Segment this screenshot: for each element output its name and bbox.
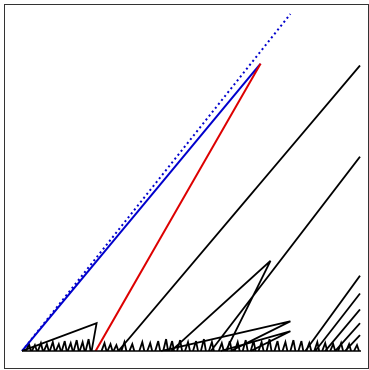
- small-branch-14: [112, 342, 120, 352]
- small-branch-34: [273, 340, 281, 352]
- small-branch-24: [192, 340, 199, 352]
- small-branch-12: [100, 340, 108, 352]
- small-branch-13: [106, 341, 114, 352]
- series-black-14: [220, 330, 291, 352]
- small-branch-37: [297, 340, 305, 352]
- small-branch-20: [162, 338, 169, 352]
- series-black-11: [334, 322, 361, 352]
- series-black-9: [314, 292, 361, 352]
- small-branch-44: [353, 342, 360, 352]
- small-branch-11: [84, 338, 92, 352]
- small-branch-18: [146, 340, 154, 352]
- series-red-3: [94, 63, 262, 352]
- small-branch-32: [257, 338, 265, 352]
- series-black-5: [117, 64, 361, 352]
- small-branch-33: [265, 338, 273, 352]
- small-branch-23: [184, 338, 191, 352]
- small-branch-25: [200, 338, 207, 352]
- small-branch-9: [72, 339, 80, 352]
- small-branch-16: [128, 341, 136, 352]
- small-branch-30: [241, 339, 249, 352]
- series-blue-1: [21, 13, 292, 352]
- series-black-6: [170, 260, 272, 352]
- series-black-13: [160, 320, 291, 352]
- small-branch-2: [31, 342, 38, 352]
- small-branch-5: [48, 338, 56, 352]
- small-branch-8: [66, 340, 74, 352]
- series-black-12: [344, 334, 361, 352]
- small-branch-36: [289, 339, 297, 352]
- small-branch-10: [78, 338, 86, 352]
- small-branch-41: [329, 341, 337, 352]
- small-branch-4: [43, 341, 50, 352]
- series-blue-2: [21, 62, 262, 352]
- plot-frame: [4, 4, 369, 369]
- small-branch-6: [54, 341, 62, 352]
- small-branch-15: [120, 338, 128, 352]
- series-black-4: [21, 321, 98, 352]
- diagram-marks: [21, 13, 361, 352]
- small-branch-27: [217, 340, 225, 352]
- small-branch-35: [281, 338, 289, 352]
- small-branch-19: [154, 340, 162, 352]
- series-black-8: [304, 275, 361, 352]
- small-branch-7: [60, 340, 68, 352]
- series-black-10: [324, 308, 361, 352]
- series-black-7: [210, 156, 361, 352]
- small-branch-17: [138, 338, 146, 352]
